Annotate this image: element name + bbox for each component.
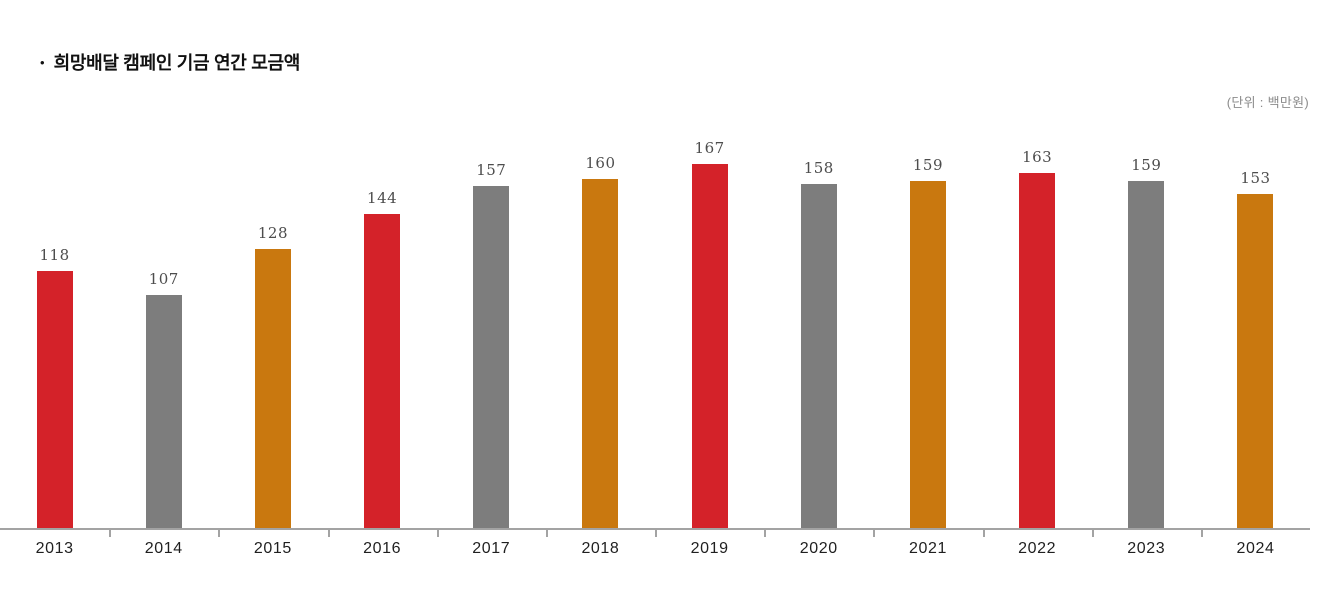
x-axis-tick — [545, 528, 548, 537]
value-label-2018: 160 — [585, 154, 616, 172]
unit-label: (단위 : 백만원) — [1226, 95, 1309, 110]
x-tick-label-2017: 2017 — [472, 540, 511, 557]
chart-title-row: • 희망배달 캠페인 기금 연간 모금액 — [40, 49, 300, 75]
bar-slot-2013: 118 — [0, 246, 109, 528]
bar-2021 — [909, 181, 946, 528]
x-axis-tick — [218, 528, 221, 537]
value-label-2020: 158 — [803, 159, 834, 177]
bars-row: 118 107 128 144 157 160 167 158 159 163 159 153 — [0, 130, 1310, 528]
value-label-2021: 159 — [912, 156, 944, 174]
value-label-2015: 128 — [257, 224, 288, 242]
bar-slot-2018: 160 — [546, 154, 655, 528]
bar-slot-2019: 167 — [655, 139, 764, 528]
x-tick-label-2015: 2015 — [253, 540, 292, 557]
bar-2013 — [36, 271, 73, 528]
value-label-2014: 107 — [148, 270, 179, 288]
x-axis-ticks — [0, 528, 1310, 538]
x-tick-label-2020: 2020 — [799, 540, 838, 557]
bar-slot-2024: 153 — [1201, 169, 1310, 528]
value-label-2023: 159 — [1131, 156, 1162, 174]
value-label-2017: 157 — [476, 161, 507, 179]
x-tick-label-2013: 2013 — [35, 540, 74, 557]
bar-slot-2015: 128 — [218, 224, 327, 528]
bar-slot-2020: 158 — [764, 159, 873, 528]
bullet-icon: • — [40, 54, 45, 70]
bar-2015 — [254, 249, 291, 528]
x-axis-tick — [1200, 528, 1203, 537]
x-axis-tick — [436, 528, 439, 537]
bar-2022 — [1019, 173, 1056, 528]
bar-2019 — [691, 164, 728, 528]
bar-slot-2023: 159 — [1092, 156, 1201, 528]
x-tick-label-2014: 2014 — [144, 540, 183, 557]
x-tick-label-2016: 2016 — [363, 540, 402, 557]
value-label-2022: 163 — [1022, 148, 1053, 166]
value-label-2024: 153 — [1240, 169, 1271, 187]
x-axis-tick — [655, 528, 657, 537]
bar-slot-2021: 159 — [873, 156, 982, 528]
x-axis-tick — [327, 528, 330, 537]
bar-2016 — [364, 214, 401, 528]
page-title: 희망배달 캠페인 기금 연간 모금액 — [53, 53, 301, 73]
bar-2024 — [1237, 194, 1274, 528]
bar-slot-2014: 107 — [109, 270, 218, 528]
x-tick-label-2023: 2023 — [1127, 540, 1166, 557]
bar-2023 — [1128, 181, 1165, 528]
bar-2018 — [582, 179, 619, 528]
bar-2017 — [473, 186, 510, 528]
x-tick-label-2024: 2024 — [1236, 540, 1275, 557]
x-axis-tick — [764, 528, 767, 537]
x-axis-tick — [1091, 528, 1094, 537]
value-label-2019: 167 — [694, 139, 725, 157]
bar-slot-2017: 157 — [437, 161, 546, 528]
x-tick-label-2022: 2022 — [1018, 540, 1057, 557]
x-axis-tick — [109, 528, 112, 537]
x-tick-label-2021: 2021 — [908, 540, 947, 557]
x-axis-tick — [982, 528, 985, 537]
x-tick-label-2018: 2018 — [581, 540, 620, 557]
plot-area: 118 107 128 144 157 160 167 158 159 163 159 153 — [0, 130, 1310, 528]
bar-2014 — [145, 295, 182, 528]
bar-slot-2022: 163 — [983, 148, 1092, 528]
value-label-2013: 118 — [39, 246, 70, 264]
x-axis-tick — [873, 528, 876, 537]
value-label-2016: 144 — [367, 189, 398, 207]
x-tick-label-2019: 2019 — [690, 540, 729, 557]
x-axis-labels-row: 2013 2014 2015 2016 2017 2018 2019 2020 2021 2022… — [0, 540, 1310, 558]
bar-slot-2016: 144 — [328, 189, 437, 528]
bar-2020 — [800, 184, 837, 528]
